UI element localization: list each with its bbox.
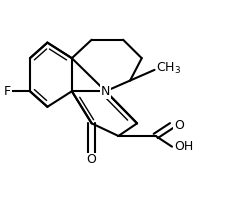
Text: N: N bbox=[101, 85, 110, 98]
Text: O: O bbox=[87, 153, 96, 166]
Text: CH$_3$: CH$_3$ bbox=[156, 61, 181, 76]
Text: F: F bbox=[4, 85, 11, 98]
Text: OH: OH bbox=[174, 140, 193, 153]
Text: O: O bbox=[174, 119, 184, 132]
